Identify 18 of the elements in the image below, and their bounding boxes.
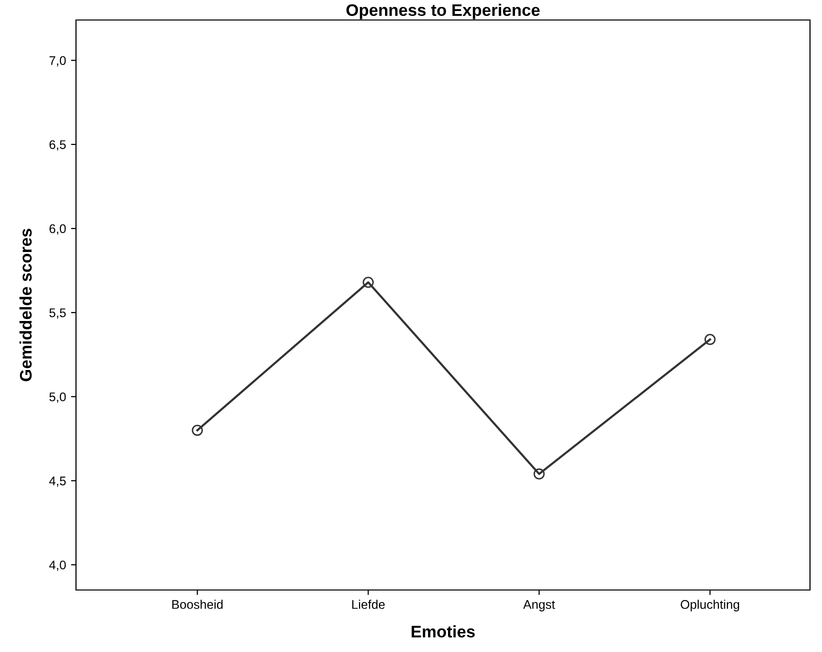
y-tick-label: 5,5 [49,308,66,319]
y-axis-title: Gemiddelde scores [19,228,32,382]
x-tick-label: Liefde [352,600,385,609]
y-tick-label: 7,0 [50,56,66,66]
point [704,334,716,346]
y-tick-label: 6,0 [50,224,66,235]
point [192,424,203,436]
x-tick-label: Opluchting [680,600,740,612]
x-tick-label: Boosheid [172,600,223,609]
point [362,276,374,288]
y-tick-label: 4,5 [49,476,66,487]
y-tick-label: 6,5 [50,140,66,151]
x-tick-label: Angst [523,600,556,612]
y-tick-label: 4,0 [49,560,66,571]
point [534,468,545,480]
chart-title: Openness to Experience [346,4,540,20]
x-axis-title: Emoties [412,625,475,638]
y-tick-label: 5,0 [49,392,66,403]
